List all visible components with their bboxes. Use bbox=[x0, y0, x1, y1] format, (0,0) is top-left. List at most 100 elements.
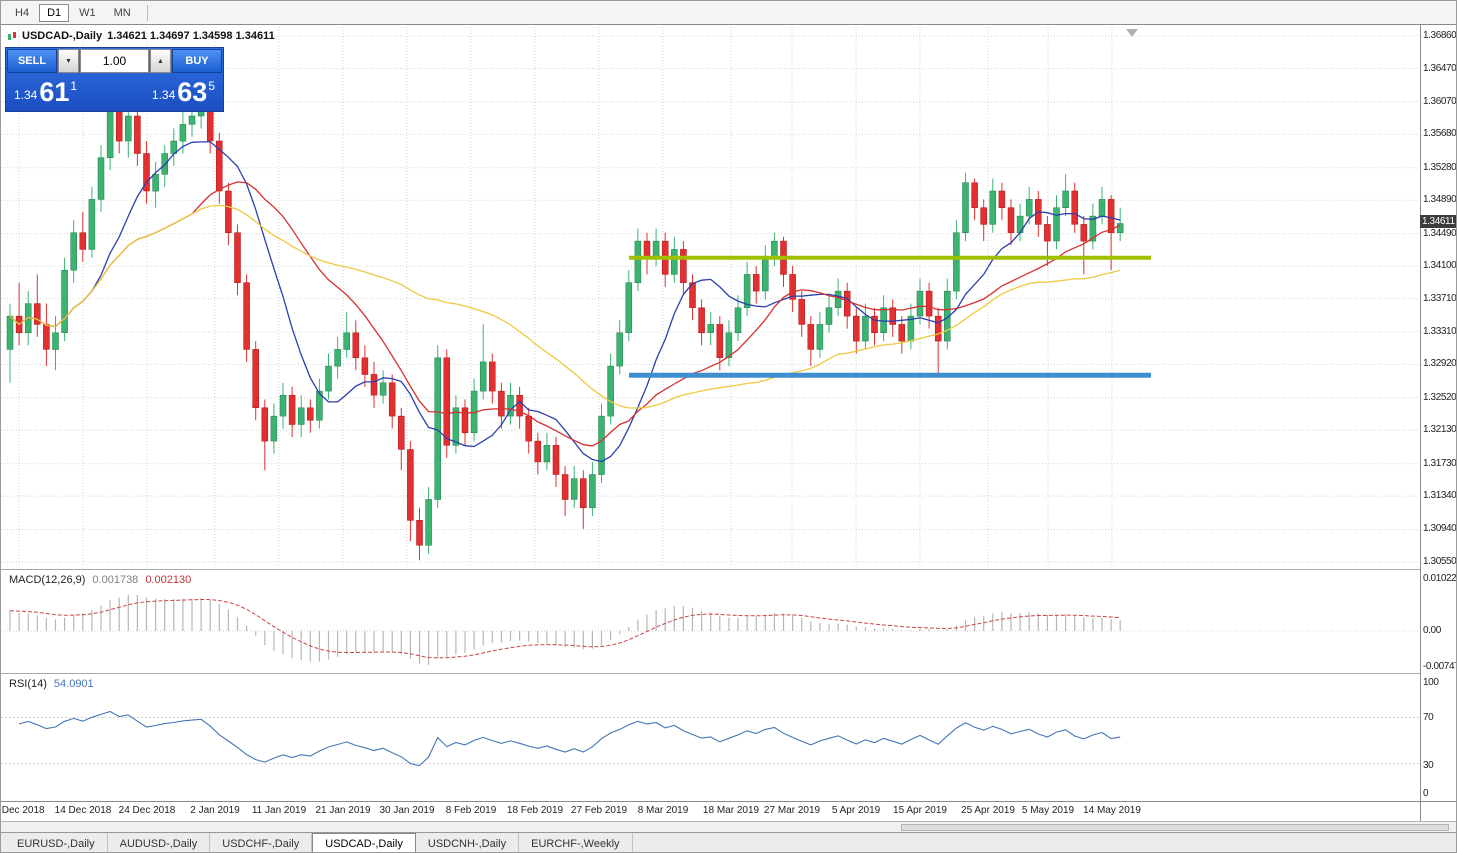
candle-body bbox=[243, 282, 250, 350]
candle-body bbox=[625, 282, 633, 333]
chart-tab-audusd-daily[interactable]: AUDUSD-,Daily bbox=[108, 833, 211, 852]
candle-body bbox=[543, 445, 551, 463]
chart-tab-eurusd-daily[interactable]: EURUSD-,Daily bbox=[5, 833, 108, 852]
candle-body bbox=[398, 415, 405, 450]
candle-body bbox=[734, 307, 742, 334]
ma-line-21 bbox=[9, 181, 1121, 447]
candle-body bbox=[34, 303, 41, 325]
ask-prefix: 1.34 bbox=[151, 87, 176, 102]
candle-body bbox=[334, 349, 341, 367]
timeframe-tab-h4[interactable]: H4 bbox=[15, 6, 30, 19]
date-axis-label: 2 Jan 2019 bbox=[190, 805, 240, 816]
candle-body bbox=[561, 474, 569, 500]
candle-body bbox=[689, 282, 696, 308]
candle-body bbox=[916, 290, 924, 317]
candle-body bbox=[898, 324, 906, 342]
candle-body bbox=[325, 365, 332, 392]
price-axis-label: 1.34890 bbox=[1423, 194, 1457, 206]
candle-body bbox=[52, 332, 59, 350]
ma-line-45 bbox=[9, 204, 1121, 409]
candle-body bbox=[79, 232, 87, 250]
scrollbar-thumb[interactable] bbox=[901, 824, 1449, 831]
timeframe-toolbar: H4 D1 W1 MN bbox=[1, 1, 1456, 25]
toolbar-separator bbox=[146, 4, 148, 21]
panel-splitter[interactable] bbox=[1, 673, 1420, 674]
candle-body bbox=[507, 395, 514, 417]
candle-body bbox=[461, 407, 469, 434]
bid-ask-display[interactable]: 1.34 61 1 1.34 63 5 bbox=[7, 74, 222, 110]
price-axis-label: 1.36070 bbox=[1423, 95, 1457, 107]
candle-body bbox=[216, 140, 223, 192]
candle-body bbox=[43, 324, 50, 350]
date-axis-label: 11 Jan 2019 bbox=[251, 805, 307, 816]
candle-body bbox=[616, 332, 623, 367]
chart-icon bbox=[8, 32, 16, 40]
price-axis-label: 1.32920 bbox=[1423, 358, 1457, 370]
buy-button[interactable]: BUY bbox=[172, 49, 222, 73]
volume-input[interactable] bbox=[80, 49, 149, 73]
candle-body bbox=[106, 111, 114, 158]
candle-body bbox=[652, 240, 660, 259]
timeframe-tab-d1[interactable]: D1 bbox=[39, 3, 70, 22]
price-axis: 1.36860 1.36470 1.36070 1.35680 1.35280 1.348… bbox=[1420, 25, 1457, 815]
candle-body bbox=[1080, 224, 1088, 242]
candle-body bbox=[370, 374, 378, 396]
candle-body bbox=[179, 124, 187, 142]
chart-shift-marker bbox=[1126, 29, 1138, 37]
date-axis-label: 14 May 2019 bbox=[1083, 805, 1141, 816]
candle-body bbox=[234, 232, 241, 283]
rsi-axis-label: 30 bbox=[1423, 760, 1434, 771]
candle-body bbox=[598, 415, 605, 475]
candle-body bbox=[407, 449, 414, 521]
sell-button[interactable]: SELL bbox=[7, 49, 57, 73]
candle-body bbox=[934, 315, 942, 342]
chart-tab-usdcnh-daily[interactable]: USDCNH-,Daily bbox=[416, 833, 520, 852]
candle-body bbox=[707, 324, 714, 333]
candle-body bbox=[789, 274, 796, 300]
timeframe-tab-mn[interactable]: MN bbox=[113, 6, 131, 19]
candle-body bbox=[516, 395, 523, 417]
timeframe-tab-w1[interactable]: W1 bbox=[79, 6, 96, 19]
chart-tab-usdcad-daily[interactable]: USDCAD-,Daily bbox=[312, 833, 416, 852]
trade-controls-row: SELL ▼ ▲ BUY bbox=[7, 49, 222, 73]
candle-body bbox=[143, 153, 150, 192]
chart-tab-bar: EURUSD-,Daily AUDUSD-,Daily USDCHF-,Daily U… bbox=[1, 832, 1456, 852]
volume-increase-button[interactable]: ▲ bbox=[150, 49, 171, 73]
candle-body bbox=[1098, 199, 1106, 217]
candle-body bbox=[944, 290, 951, 342]
chart-tab-eurchf-weekly[interactable]: EURCHF-,Weekly bbox=[519, 833, 633, 852]
candle-body bbox=[88, 199, 96, 250]
candle-body bbox=[807, 324, 815, 350]
price-axis-label: 1.31730 bbox=[1423, 457, 1457, 469]
volume-decrease-button[interactable]: ▼ bbox=[58, 49, 79, 73]
candle-body bbox=[152, 174, 159, 192]
ask-price: 1.34 63 5 bbox=[151, 76, 215, 107]
symbol-label: USDCAD-,Daily bbox=[22, 30, 103, 42]
rsi-line bbox=[18, 710, 1121, 767]
panel-splitter[interactable] bbox=[1, 569, 1420, 570]
price-axis-label: 1.34490 bbox=[1423, 227, 1457, 239]
date-axis-label: 27 Mar 2019 bbox=[763, 805, 821, 816]
ma-line-10 bbox=[9, 141, 1121, 463]
macd-name: MACD(12,26,9) bbox=[9, 574, 86, 586]
price-axis-separator bbox=[1420, 25, 1421, 821]
candle-body bbox=[6, 315, 14, 350]
candle-body bbox=[270, 415, 278, 442]
rsi-name: RSI(14) bbox=[9, 678, 47, 690]
candle-body bbox=[1089, 215, 1097, 242]
price-axis-label: 1.36860 bbox=[1423, 30, 1457, 41]
candle-body bbox=[843, 290, 851, 317]
candle-body bbox=[1116, 223, 1124, 234]
candle-body bbox=[552, 445, 560, 475]
bid-pipette: 1 bbox=[70, 78, 78, 93]
ask-big-digits: 63 bbox=[177, 76, 208, 107]
candle-body bbox=[752, 274, 760, 292]
candle-body bbox=[889, 307, 896, 325]
chart-tab-usdchf-daily[interactable]: USDCHF-,Daily bbox=[210, 833, 313, 852]
ohlc-values: 1.34621 1.34697 1.34598 1.34611 bbox=[107, 30, 275, 42]
date-axis-label: 18 Mar 2019 bbox=[702, 805, 760, 816]
date-axis-label: 30 Jan 2019 bbox=[379, 805, 435, 816]
candle-body bbox=[634, 240, 642, 284]
candle-body bbox=[580, 478, 587, 509]
